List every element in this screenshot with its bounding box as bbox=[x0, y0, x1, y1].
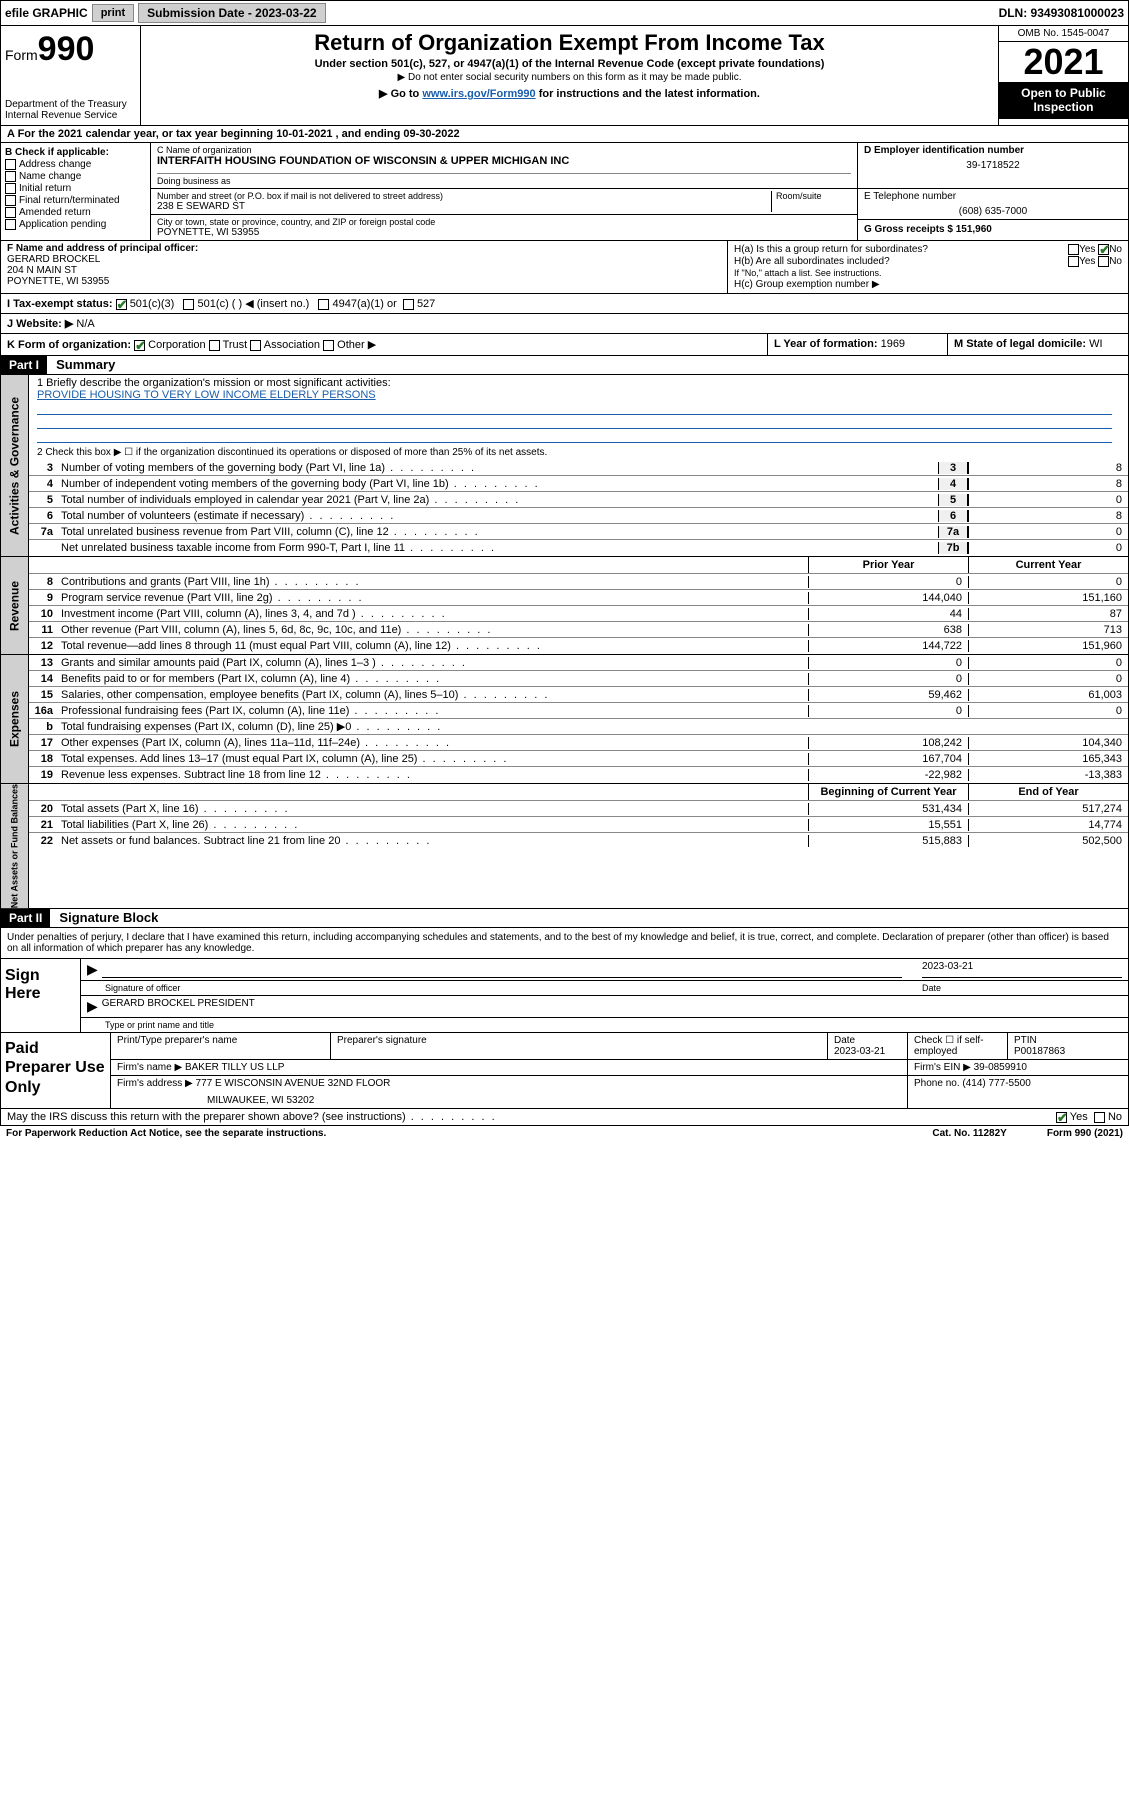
data-line: 16aProfessional fundraising fees (Part I… bbox=[29, 703, 1128, 719]
phone-block: E Telephone number (608) 635-7000 bbox=[858, 189, 1128, 219]
gov-line: 7aTotal unrelated business revenue from … bbox=[29, 524, 1128, 540]
check-501c[interactable] bbox=[183, 299, 194, 310]
gov-line: 3Number of voting members of the governi… bbox=[29, 460, 1128, 476]
part1-revenue: Revenue Prior Year Current Year 8Contrib… bbox=[0, 557, 1129, 655]
form-title: Return of Organization Exempt From Incom… bbox=[147, 30, 992, 56]
gov-line: Net unrelated business taxable income fr… bbox=[29, 540, 1128, 556]
sign-here-block: Sign Here ▶ 2023-03-21 Signature of offi… bbox=[0, 959, 1129, 1033]
part1-balances: Net Assets or Fund Balances Beginning of… bbox=[0, 784, 1129, 909]
check-527[interactable] bbox=[403, 299, 414, 310]
check-no[interactable] bbox=[1094, 1112, 1105, 1123]
arrow-icon: ▶ bbox=[87, 961, 98, 978]
check-final-return[interactable]: Final return/terminated bbox=[5, 195, 146, 206]
check-initial-return[interactable]: Initial return bbox=[5, 183, 146, 194]
side-expenses: Expenses bbox=[1, 655, 29, 783]
org-name-block: C Name of organization INTERFAITH HOUSIN… bbox=[151, 143, 858, 189]
line1: 1 Briefly describe the organization's mi… bbox=[29, 375, 1128, 445]
data-line: bTotal fundraising expenses (Part IX, co… bbox=[29, 719, 1128, 735]
arrow-icon: ▶ bbox=[87, 998, 98, 1015]
check-assoc[interactable] bbox=[250, 340, 261, 351]
check-address-change[interactable]: Address change bbox=[5, 159, 146, 170]
print-button[interactable]: print bbox=[92, 4, 134, 22]
part1-header-row: Part I Summary bbox=[0, 356, 1129, 375]
data-line: 19Revenue less expenses. Subtract line 1… bbox=[29, 767, 1128, 783]
side-balances: Net Assets or Fund Balances bbox=[1, 784, 29, 908]
part1-title: Summary bbox=[50, 355, 121, 374]
part2-badge: Part II bbox=[1, 909, 50, 927]
dept-label: Department of the Treasury bbox=[5, 99, 136, 110]
data-line: 8Contributions and grants (Part VIII, li… bbox=[29, 574, 1128, 590]
check-corp[interactable] bbox=[134, 340, 145, 351]
form-subtitle-2: ▶ Do not enter social security numbers o… bbox=[147, 72, 992, 83]
dln-label: DLN: 93493081000023 bbox=[999, 6, 1124, 20]
data-line: 21Total liabilities (Part X, line 26)15,… bbox=[29, 817, 1128, 833]
data-line: 13Grants and similar amounts paid (Part … bbox=[29, 655, 1128, 671]
check-501c3[interactable] bbox=[116, 299, 127, 310]
check-app-pending[interactable]: Application pending bbox=[5, 219, 146, 230]
side-revenue: Revenue bbox=[1, 557, 29, 654]
form-number: Form990 bbox=[5, 30, 136, 69]
side-governance: Activities & Governance bbox=[1, 375, 29, 556]
row-j-website: J Website: ▶ N/A bbox=[0, 314, 1129, 334]
form-subtitle-1: Under section 501(c), 527, or 4947(a)(1)… bbox=[147, 58, 992, 70]
principal-officer: F Name and address of principal officer:… bbox=[1, 241, 728, 293]
data-line: 15Salaries, other compensation, employee… bbox=[29, 687, 1128, 703]
data-line: 17Other expenses (Part IX, column (A), l… bbox=[29, 735, 1128, 751]
data-line: 14Benefits paid to or for members (Part … bbox=[29, 671, 1128, 687]
check-other[interactable] bbox=[323, 340, 334, 351]
part1-badge: Part I bbox=[1, 356, 47, 374]
data-line: 22Net assets or fund balances. Subtract … bbox=[29, 833, 1128, 849]
data-line: 20Total assets (Part X, line 16)531,4345… bbox=[29, 801, 1128, 817]
check-name-change[interactable]: Name change bbox=[5, 171, 146, 182]
declaration-text: Under penalties of perjury, I declare th… bbox=[0, 928, 1129, 959]
open-public-badge: Open to Public Inspection bbox=[999, 82, 1128, 119]
irs-label: Internal Revenue Service bbox=[5, 110, 136, 121]
gross-receipts: G Gross receipts $ 151,960 bbox=[858, 219, 1128, 239]
footer: For Paperwork Reduction Act Notice, see … bbox=[0, 1126, 1129, 1141]
part2-header-row: Part II Signature Block bbox=[0, 909, 1129, 928]
gov-line: 4Number of independent voting members of… bbox=[29, 476, 1128, 492]
data-line: 12Total revenue—add lines 8 through 11 (… bbox=[29, 638, 1128, 654]
rev-header: Prior Year Current Year bbox=[29, 557, 1128, 574]
check-yes[interactable] bbox=[1056, 1112, 1067, 1123]
irs-link[interactable]: www.irs.gov/Form990 bbox=[422, 88, 535, 100]
line2: 2 Check this box ▶ ☐ if the organization… bbox=[29, 445, 1128, 460]
paid-preparer-block: Paid Preparer Use Only Print/Type prepar… bbox=[0, 1033, 1129, 1109]
part1-expenses: Expenses 13Grants and similar amounts pa… bbox=[0, 655, 1129, 784]
tax-year: 2021 bbox=[999, 42, 1128, 82]
section-bcdeg: B Check if applicable: Address change Na… bbox=[0, 143, 1129, 241]
data-line: 18Total expenses. Add lines 13–17 (must … bbox=[29, 751, 1128, 767]
part2-title: Signature Block bbox=[53, 908, 164, 927]
section-fh: F Name and address of principal officer:… bbox=[0, 241, 1129, 294]
efile-label: efile GRAPHIC bbox=[5, 6, 88, 20]
sign-here-label: Sign Here bbox=[1, 959, 81, 1032]
group-return-block: H(a) Is this a group return for subordin… bbox=[728, 241, 1128, 293]
row-klm: K Form of organization: Corporation Trus… bbox=[0, 334, 1129, 356]
check-trust[interactable] bbox=[209, 340, 220, 351]
part1-governance: Activities & Governance 1 Briefly descri… bbox=[0, 375, 1129, 557]
row-a-tax-year: A For the 2021 calendar year, or tax yea… bbox=[0, 126, 1129, 143]
section-b: B Check if applicable: Address change Na… bbox=[1, 143, 151, 240]
omb-number: OMB No. 1545-0047 bbox=[999, 26, 1128, 42]
check-amended[interactable]: Amended return bbox=[5, 207, 146, 218]
data-line: 11Other revenue (Part VIII, column (A), … bbox=[29, 622, 1128, 638]
check-4947[interactable] bbox=[318, 299, 329, 310]
data-line: 9Program service revenue (Part VIII, lin… bbox=[29, 590, 1128, 606]
form-header: Form990 Department of the Treasury Inter… bbox=[0, 26, 1129, 126]
submission-date: Submission Date - 2023-03-22 bbox=[138, 3, 325, 23]
top-bar: efile GRAPHIC print Submission Date - 20… bbox=[0, 0, 1129, 26]
row-i-tax-status: I Tax-exempt status: 501(c)(3) 501(c) ( … bbox=[0, 294, 1129, 314]
bal-header: Beginning of Current Year End of Year bbox=[29, 784, 1128, 801]
paid-preparer-label: Paid Preparer Use Only bbox=[1, 1033, 111, 1108]
gov-line: 5Total number of individuals employed in… bbox=[29, 492, 1128, 508]
form-subtitle-3: ▶ Go to www.irs.gov/Form990 for instruct… bbox=[147, 87, 992, 100]
may-irs-discuss: May the IRS discuss this return with the… bbox=[0, 1109, 1129, 1126]
data-line: 10Investment income (Part VIII, column (… bbox=[29, 606, 1128, 622]
ein-block: D Employer identification number 39-1718… bbox=[858, 143, 1128, 189]
gov-line: 6Total number of volunteers (estimate if… bbox=[29, 508, 1128, 524]
